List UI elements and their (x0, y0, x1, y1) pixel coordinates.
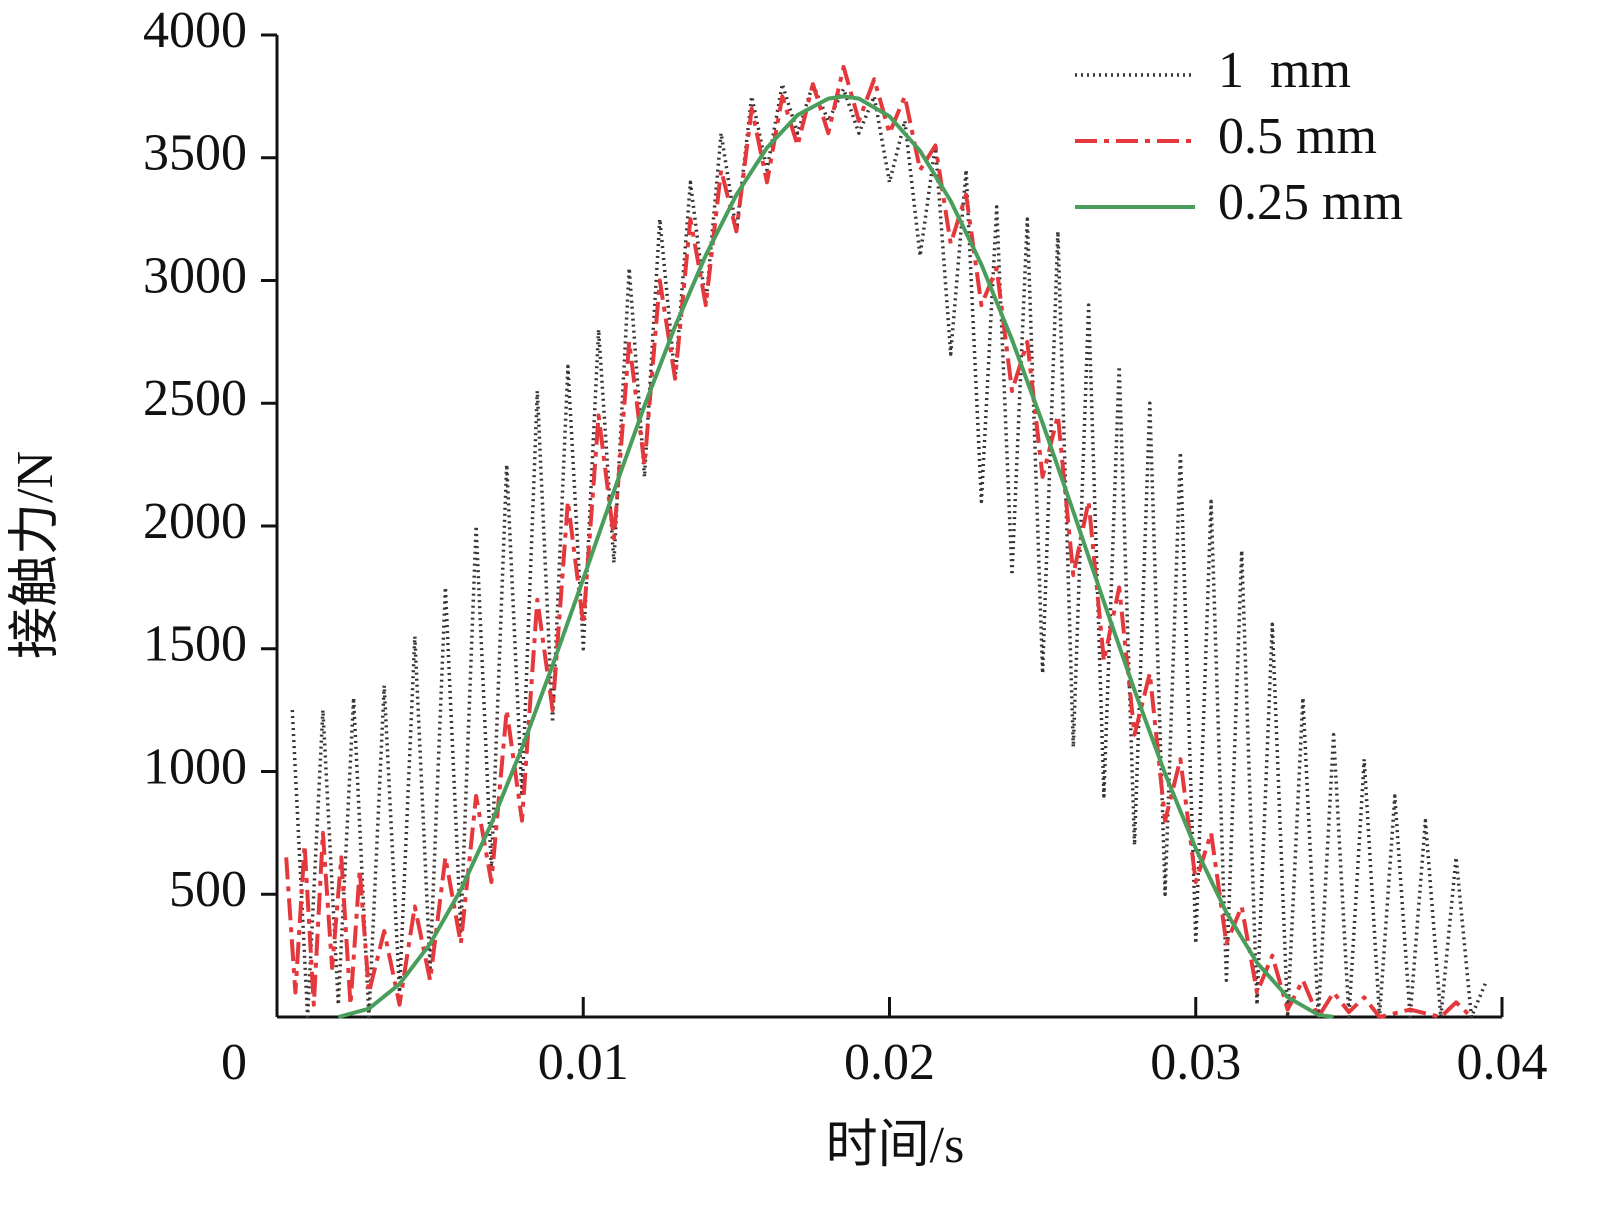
legend-label: 1 mm (1218, 42, 1351, 99)
legend-label: 0.25 mm (1218, 174, 1403, 231)
y-axis-title: 接触力/N (7, 451, 64, 659)
y-tick-label: 2500 (143, 370, 247, 427)
series-line (337, 94, 1334, 1019)
series-line (284, 64, 1473, 1019)
y-tick-label: 3500 (143, 125, 247, 182)
x-tick-label: 0.01 (538, 1034, 629, 1091)
x-tick-label: 0.02 (844, 1034, 935, 1091)
y-tick-label: 500 (169, 861, 247, 918)
y-tick-label: 3000 (143, 247, 247, 304)
y-tick-label: 4000 (143, 2, 247, 59)
y-tick-label: 1000 (143, 738, 247, 795)
legend: 1 mm 0.5 mm 0.25 mm (1075, 42, 1403, 231)
x-tick-label: 0.03 (1150, 1034, 1241, 1091)
x-tick-label: 0.04 (1457, 1034, 1548, 1091)
legend-label: 0.5 mm (1218, 108, 1377, 165)
y-tick-label: 2000 (143, 493, 247, 550)
x-tick-label: 0 (221, 1034, 247, 1091)
x-axis-title: 时间/s (826, 1117, 965, 1174)
y-tick-label: 1500 (143, 616, 247, 673)
